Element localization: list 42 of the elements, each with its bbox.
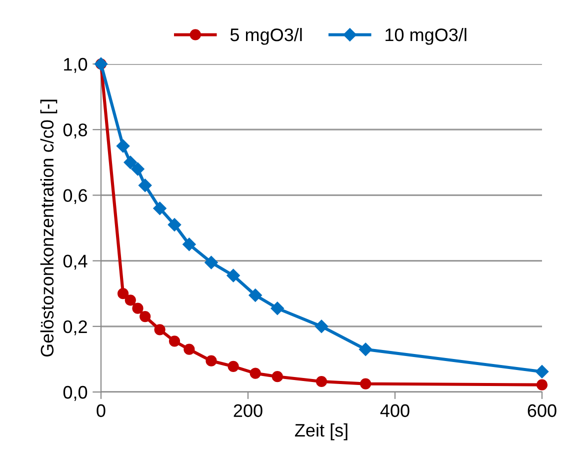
point [270, 302, 284, 315]
legend-label: 10 mgO3/l [386, 28, 466, 45]
x-tick-label: 200 [234, 404, 262, 418]
y-tick-label: 0,4 [63, 254, 88, 270]
x-tick-label: 600 [528, 404, 556, 418]
point [131, 162, 144, 176]
point [204, 256, 218, 270]
point [154, 324, 166, 336]
point [168, 336, 180, 347]
point [359, 342, 372, 356]
point [228, 360, 239, 372]
point [124, 294, 136, 306]
point [316, 376, 328, 388]
y-axis-title: Gelöstozonkonzentration c/c0 [-] [40, 100, 58, 357]
y-tick-label: 0,0 [63, 386, 88, 401]
x-tick-label: 0 [96, 404, 106, 418]
point [124, 156, 137, 169]
point [226, 268, 240, 282]
point [248, 288, 262, 302]
point [250, 368, 261, 379]
y-tick-label: 0,6 [63, 189, 88, 204]
point [536, 379, 548, 390]
point [140, 311, 151, 322]
point [314, 320, 328, 333]
point [153, 202, 166, 215]
x-axis-title: Zeit [s] [294, 423, 348, 440]
point [132, 302, 144, 314]
point [360, 378, 372, 390]
point [168, 218, 182, 232]
legend-label: 5 mgO3/l [230, 28, 302, 45]
point [272, 371, 283, 382]
x-tick-label: 400 [380, 404, 410, 418]
point [117, 288, 129, 300]
point [184, 344, 195, 355]
point [182, 238, 196, 251]
point [138, 178, 152, 192]
y-tick-label: 1,0 [64, 58, 88, 73]
y-tick-label: 0,8 [63, 124, 88, 138]
point [535, 365, 549, 378]
point [116, 139, 130, 153]
y-tick-label: 0,2 [63, 320, 87, 336]
point [206, 355, 217, 366]
